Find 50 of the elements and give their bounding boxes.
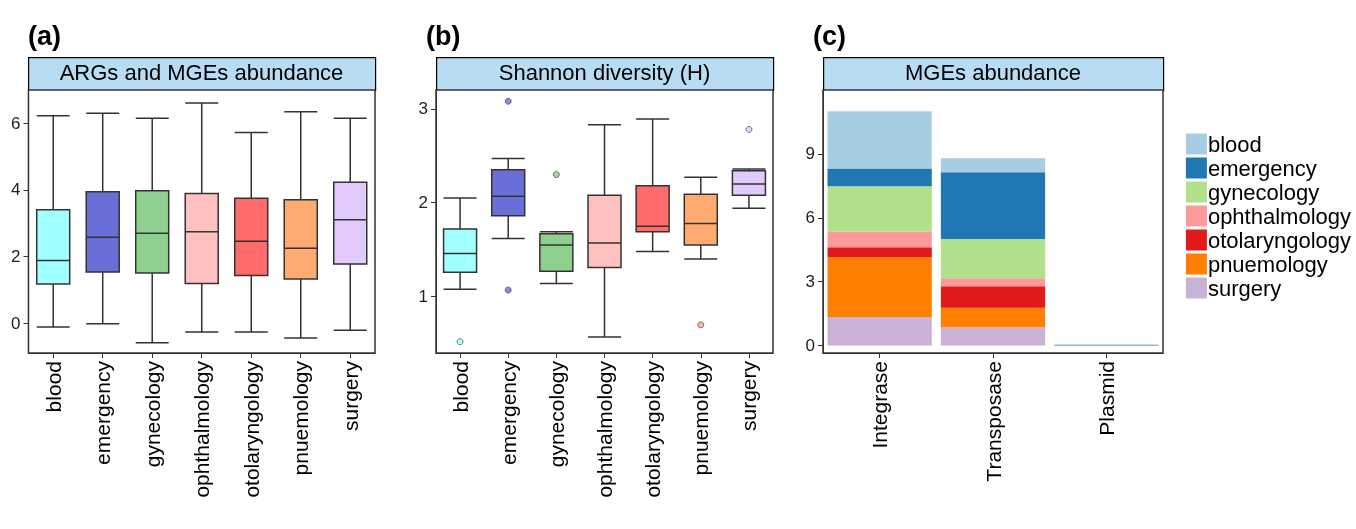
text: (c) xyxy=(813,20,846,51)
legend-label: emergency xyxy=(1207,155,1317,181)
y-tick-label: 2 xyxy=(418,193,428,213)
x-tick-label: ophthalmology xyxy=(190,360,214,498)
x-tick-label: emergency xyxy=(91,360,115,465)
y-tick-label: 4 xyxy=(10,180,21,200)
bar xyxy=(827,168,932,187)
y-tick-label: 3 xyxy=(805,272,815,292)
y-tick-label: 6 xyxy=(805,208,815,228)
x-tick-label: gynecology xyxy=(544,360,568,468)
y-tick-label: 3 xyxy=(418,99,428,119)
bar xyxy=(940,307,1046,328)
bar xyxy=(940,278,1046,287)
legend-label: blood xyxy=(1207,131,1262,157)
x-tick-label: pnuemology xyxy=(689,360,713,476)
bar xyxy=(940,286,1046,308)
bar xyxy=(940,239,1046,279)
text: (a) xyxy=(28,20,61,51)
bar xyxy=(940,327,1046,346)
x-tick-label: pnuemology xyxy=(289,360,313,476)
bar xyxy=(827,247,932,257)
x-tick-label: blood xyxy=(448,361,472,413)
bar xyxy=(827,317,932,346)
y-tick-label: 9 xyxy=(805,144,815,164)
chart-title: Shannon diversity (H) xyxy=(498,59,711,85)
bar xyxy=(827,256,932,318)
bar xyxy=(940,172,1046,240)
bar xyxy=(827,186,932,232)
x-tick-label: Transposase xyxy=(981,361,1005,482)
x-tick-label: gynecology xyxy=(140,360,164,468)
x-tick-label: blood xyxy=(41,361,65,413)
x-tick-label: surgery xyxy=(338,360,362,432)
chart-title: ARGs and MGEs abundance xyxy=(59,59,344,85)
y-tick-label: 0 xyxy=(10,313,21,333)
chart-title: MGEs abundance xyxy=(904,59,1082,85)
x-tick-label: ophthalmology xyxy=(593,360,616,498)
text: (b) xyxy=(426,20,461,51)
bar xyxy=(827,231,932,248)
y-tick-label: 0 xyxy=(805,336,815,356)
x-tick-label: otolaryngology xyxy=(239,360,263,498)
bar xyxy=(940,158,1046,173)
y-tick-label: 6 xyxy=(10,113,21,133)
y-tick-label: 2 xyxy=(10,246,21,266)
y-tick-label: 1 xyxy=(418,287,428,307)
x-tick-label: emergency xyxy=(496,360,520,465)
x-tick-label: otolaryngology xyxy=(641,360,665,498)
x-tick-label: Integrase xyxy=(868,361,892,449)
bar xyxy=(827,111,932,169)
x-tick-label: surgery xyxy=(737,360,761,432)
x-tick-label: Plasmid xyxy=(1094,361,1118,436)
